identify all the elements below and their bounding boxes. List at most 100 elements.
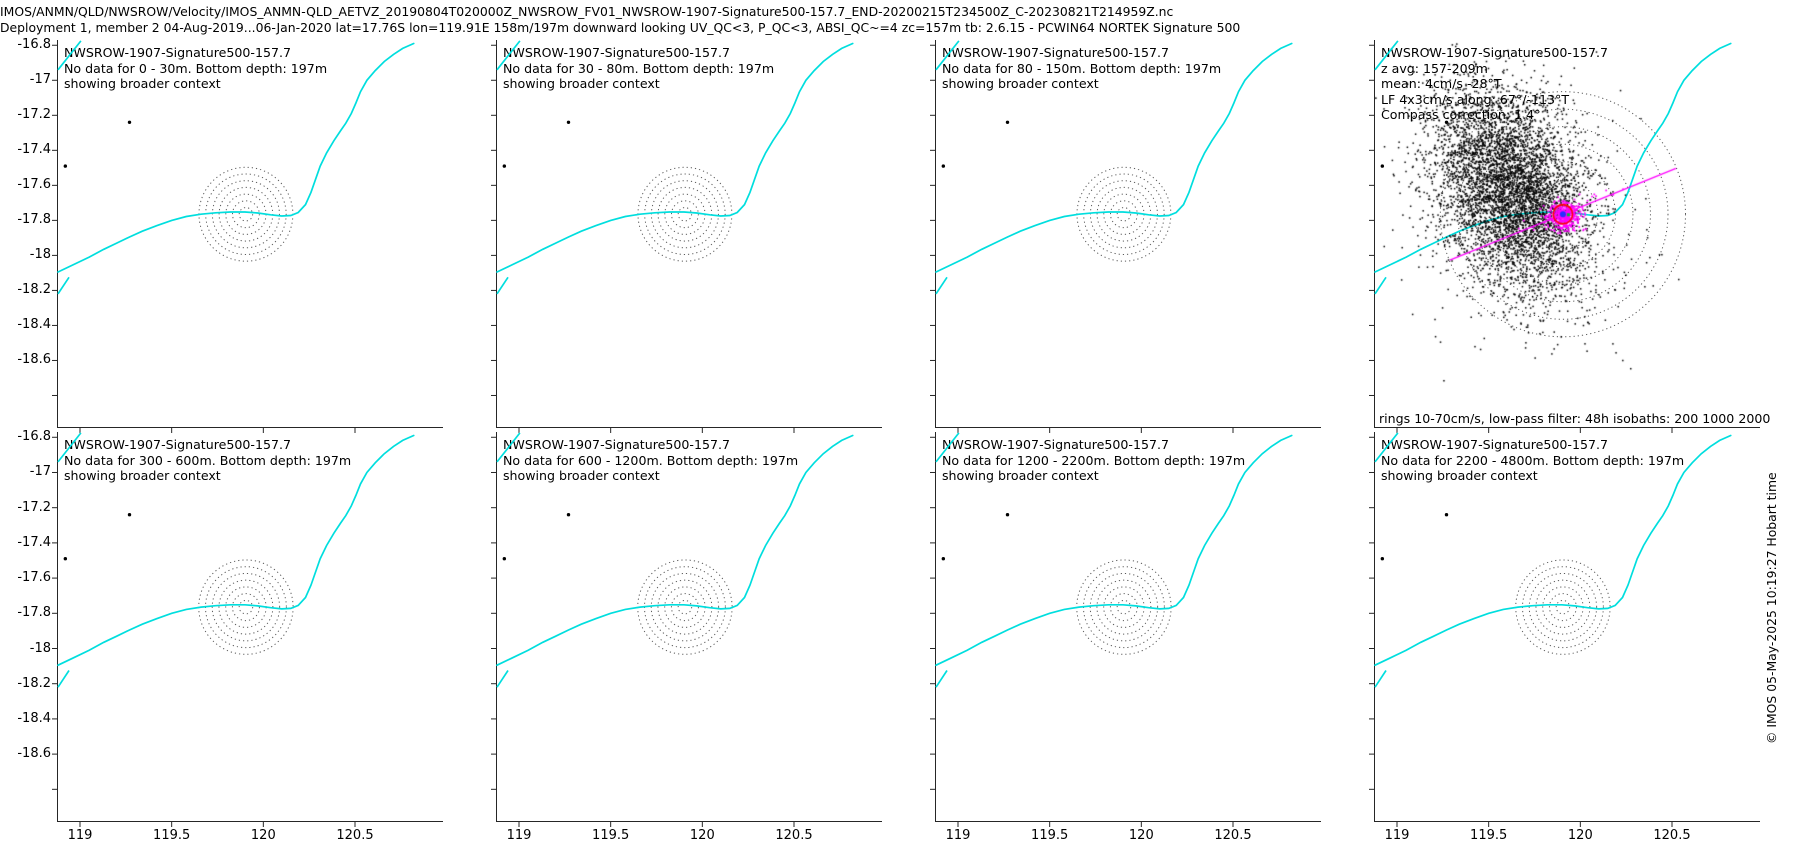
- isobath-segment: [496, 40, 521, 71]
- speed-ring: [650, 572, 720, 642]
- isobath-segment: [496, 670, 509, 688]
- panel-title: NWSROW-1907-Signature500-157.7: [503, 45, 731, 60]
- subplot-panel-5: NWSROW-1907-Signature500-157.7 No data f…: [17, 429, 443, 843]
- panel-title: NWSROW-1907-Signature500-157.7: [64, 437, 292, 452]
- speed-ring: [198, 559, 294, 655]
- imos-timestamp-watermark: © IMOS 05-May-2025 10:19:27 Hobart time: [1764, 472, 1779, 744]
- panel-info: No data for 600 - 1200m. Bottom depth: 1…: [503, 452, 799, 468]
- isobath-segment: [935, 276, 948, 295]
- subplot-panel-7: NWSROW-1907-Signature500-157.7 No data f…: [930, 432, 1321, 843]
- islet-dot: [1380, 557, 1385, 561]
- panel-info: No data for 300 - 600m. Bottom depth: 19…: [64, 452, 352, 468]
- subplot-panel-2: NWSROW-1907-Signature500-157.7 No data f…: [491, 40, 882, 433]
- isobath-segment: [496, 276, 509, 295]
- speed-ring: [1089, 572, 1159, 642]
- map-plot-svg: [52, 40, 415, 433]
- x-axis-tick-label: 120: [689, 828, 715, 843]
- y-axis-tick-label: -18.4: [17, 317, 51, 333]
- speed-ring: [204, 566, 287, 649]
- x-axis-tick-label: 119: [945, 828, 971, 843]
- speed-ring: [1103, 586, 1145, 628]
- speed-ring: [637, 166, 733, 262]
- y-axis-tick-label: -18.2: [17, 282, 51, 298]
- x-axis-tick-label: 119.5: [153, 828, 191, 843]
- map-plot-svg: [930, 40, 1293, 433]
- speed-ring: [637, 559, 733, 655]
- x-axis-tick-label: 120: [1567, 828, 1593, 843]
- panel-info: No data for 30 - 80m. Bottom depth: 197m: [503, 60, 775, 76]
- y-axis-tick-label: -17.2: [17, 107, 51, 123]
- speed-ring: [211, 180, 280, 249]
- map-plot-svg: [491, 432, 854, 827]
- speed-ring: [1555, 599, 1571, 615]
- current-scatter-canvas: [1375, 40, 1760, 427]
- x-axis-tick-label: 120: [1128, 828, 1154, 843]
- panel-context: showing broader context: [1381, 468, 1538, 484]
- speed-ring: [238, 599, 254, 615]
- isobath-segment: [496, 432, 521, 463]
- islet-dot: [127, 513, 132, 517]
- speed-ring: [232, 200, 260, 229]
- y-axis-tick-label: -18.6: [17, 746, 51, 762]
- speed-ring: [1110, 200, 1138, 229]
- speed-ring: [231, 593, 260, 622]
- y-axis-tick-label: -17.8: [17, 605, 51, 621]
- speed-ring: [664, 193, 706, 235]
- x-axis-tick-label: 119: [1384, 828, 1410, 843]
- isobath-coastline: [496, 42, 854, 273]
- islet-dot: [502, 164, 507, 168]
- isobath-coastline: [57, 434, 415, 667]
- y-axis-tick-label: -17.8: [17, 212, 51, 228]
- isobath-coastline: [496, 434, 854, 667]
- panel-context: showing broader context: [503, 76, 660, 92]
- speed-ring: [670, 593, 699, 622]
- y-axis-tick-label: -17.4: [17, 534, 51, 550]
- speed-ring: [650, 180, 719, 249]
- speed-ring: [643, 566, 726, 649]
- islet-dot: [941, 164, 946, 168]
- panel-title: NWSROW-1907-Signature500-157.7: [503, 437, 731, 452]
- islet-dot: [1005, 120, 1010, 125]
- islet-dot: [566, 120, 571, 125]
- isobath-segment: [935, 432, 960, 463]
- islet-dot: [502, 557, 507, 561]
- islet-dot: [63, 164, 68, 168]
- isobath-segment: [1374, 432, 1399, 463]
- islet-dot: [1444, 513, 1449, 517]
- map-plot-svg: [491, 40, 854, 433]
- subplot-panel-main: NWSROW-1907-Signature500-157.7 z avg: 15…: [1369, 40, 1770, 433]
- speed-ring: [1076, 166, 1172, 262]
- panel-context: showing broader context: [64, 468, 221, 484]
- speed-ring: [664, 586, 706, 628]
- x-axis-tick-label: 119: [67, 828, 93, 843]
- speed-ring: [1521, 566, 1604, 649]
- isobath-coastline: [935, 434, 1293, 667]
- isobath-segment: [57, 670, 70, 688]
- speed-ring: [1082, 566, 1165, 649]
- speed-ring: [677, 207, 693, 222]
- speed-ring: [1548, 593, 1577, 622]
- isobath-coastline: [57, 42, 415, 273]
- isobath-coastline: [935, 42, 1293, 273]
- isobath-segment: [1374, 670, 1387, 688]
- isobath-segment: [935, 40, 960, 71]
- isobath-segment: [935, 670, 948, 688]
- isobath-segment: [57, 432, 82, 463]
- speed-ring: [205, 173, 287, 255]
- x-axis-tick-label: 120.5: [1653, 828, 1691, 843]
- y-axis-tick-label: -16.8: [17, 37, 51, 53]
- speed-ring: [198, 166, 294, 262]
- speed-ring: [677, 599, 693, 615]
- speed-ring: [1542, 586, 1584, 628]
- panel-context: showing broader context: [64, 76, 221, 92]
- speed-ring: [225, 193, 267, 235]
- y-axis-tick-label: -18: [29, 247, 51, 263]
- islet-dot: [941, 557, 946, 561]
- x-axis-tick-label: 120.5: [336, 828, 374, 843]
- y-axis-tick-label: -18.6: [17, 352, 51, 368]
- panel-info: No data for 1200 - 2200m. Bottom depth: …: [942, 452, 1246, 468]
- subplot-panel-6: NWSROW-1907-Signature500-157.7 No data f…: [491, 432, 882, 843]
- panel-title: NWSROW-1907-Signature500-157.7: [942, 437, 1170, 452]
- map-plot-svg: [52, 432, 415, 827]
